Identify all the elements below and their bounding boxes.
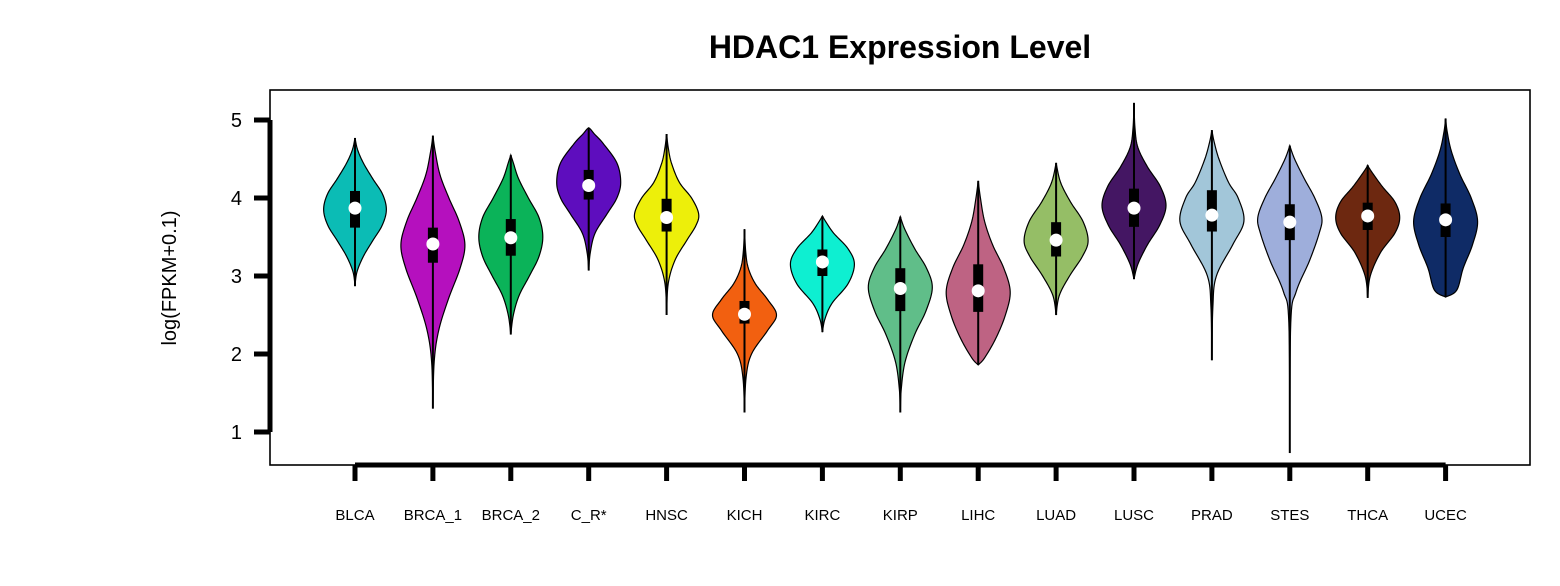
violin-group-kirc — [789, 214, 856, 333]
violin-group-kirp — [867, 214, 933, 413]
violin-group-ucec — [1412, 118, 1479, 298]
violin-median-point-stes — [1283, 215, 1297, 229]
violin-median-point-lusc — [1127, 201, 1141, 215]
violin-median-point-hnsc — [660, 211, 674, 224]
x-tick-label-luad: LUAD — [1036, 507, 1076, 524]
violin-median-point-thca — [1361, 209, 1375, 223]
y-tick-label-4: 4 — [231, 188, 242, 210]
x-tick-label-hnsc: HNSC — [645, 507, 688, 524]
violin-median-point-brca-1 — [426, 237, 440, 251]
x-tick-label-thca: THCA — [1347, 507, 1388, 524]
violin-median-point-kich — [738, 307, 751, 321]
violin-median-point-brca-2 — [504, 231, 518, 245]
violin-median-point-blca — [348, 201, 362, 215]
x-tick-label-prad: PRAD — [1191, 507, 1233, 524]
axes-layer: BLCA BRCA_1 BRCA_2 C_R* HNSC KICH KIRC KIRP LIHC… — [231, 110, 1467, 524]
x-tick-label-lihc: LIHC — [961, 507, 995, 524]
violin-group-stes — [1256, 143, 1323, 454]
violin-median-point-lihc — [971, 284, 985, 298]
violin-group-hnsc — [633, 133, 700, 316]
violin-group-prad — [1179, 130, 1245, 361]
x-tick-label-c-r: C_R* — [571, 507, 607, 524]
x-tick-label-brca-1: BRCA_1 — [404, 507, 462, 524]
x-tick-label-kirc: KIRC — [804, 507, 840, 524]
violin-median-point-prad — [1205, 208, 1219, 222]
y-tick-label-3: 3 — [231, 266, 242, 288]
violin-median-point-c-r — [582, 179, 596, 193]
y-axis-label: log(FPKM+0.1) — [159, 210, 181, 345]
x-tick-label-lusc: LUSC — [1114, 507, 1154, 524]
x-tick-label-stes: STES — [1270, 507, 1309, 524]
violin-group-lihc — [945, 180, 1011, 366]
x-tick-label-kirp: KIRP — [883, 507, 918, 524]
violin-median-point-kirp — [893, 281, 907, 295]
x-tick-label-brca-2: BRCA_2 — [482, 507, 540, 524]
y-tick-label-2: 2 — [231, 344, 242, 366]
violin-group-luad — [1023, 162, 1089, 316]
violin-group-kich — [711, 229, 778, 413]
violin-group-brca-2 — [478, 153, 544, 335]
violin-median-point-luad — [1049, 233, 1063, 247]
violins-layer — [323, 102, 1479, 454]
violin-median-point-kirc — [815, 255, 829, 269]
x-tick-label-blca: BLCA — [335, 507, 374, 524]
violin-group-thca — [1335, 163, 1401, 298]
x-tick-label-kich: KICH — [727, 507, 763, 524]
violin-median-point-ucec — [1439, 213, 1453, 227]
chart-title: HDAC1 Expression Level — [709, 29, 1091, 65]
violin-group-lusc — [1101, 102, 1167, 280]
violin-group-brca-1 — [400, 135, 466, 409]
y-tick-label-1: 1 — [231, 422, 242, 444]
violin-group-c-r — [556, 127, 622, 271]
x-tick-label-ucec: UCEC — [1424, 507, 1467, 524]
y-tick-label-5: 5 — [231, 110, 242, 132]
violin-group-blca — [323, 137, 387, 287]
